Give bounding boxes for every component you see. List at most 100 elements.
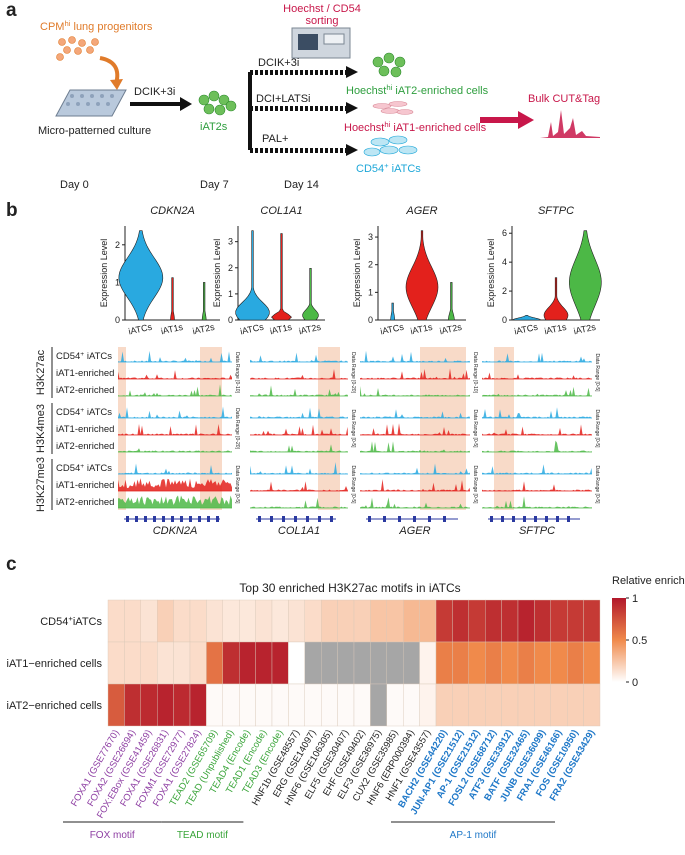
- sample-label: iAT1-enriched: [56, 368, 114, 379]
- gene-title: CDKN2A: [150, 205, 195, 217]
- highlight: [200, 347, 222, 510]
- data-range: Data Range [0-10]: [472, 352, 478, 393]
- heatmap-cell: [124, 641, 142, 685]
- track-signal: [118, 424, 232, 435]
- sample-label-main: iAT1-enriched: [56, 368, 114, 379]
- data-range: Data Range [0-5]: [594, 465, 600, 504]
- sample-label-main: iAT2-enriched: [56, 497, 114, 508]
- heatmap-cell: [288, 641, 305, 685]
- heatmap-cell: [238, 683, 256, 727]
- heatmap-cell: [435, 641, 453, 685]
- heatmap-cell: [550, 683, 568, 727]
- panel-b: CDKN2A Expression Level 0 1 2 iATCs iAT1s iAT2s…: [35, 205, 602, 537]
- track-signal: [250, 407, 348, 418]
- day-label: Day 0: [60, 179, 89, 191]
- x-tick-label: iAT1s: [160, 322, 184, 337]
- exon: [318, 516, 321, 522]
- sample-label: iAT2-enriched: [56, 497, 114, 508]
- sample-label-rest: iATCs: [84, 351, 112, 362]
- heatmap-title: Top 30 enriched H3K27ac motifs in iATCs: [239, 581, 460, 595]
- iat1-enriched-cells: [372, 101, 414, 115]
- population-label-rest: iAT1-enriched cells: [390, 122, 486, 134]
- gene-name: CDKN2A: [153, 525, 198, 537]
- heatmap-cell: [419, 641, 437, 685]
- y-tick-label: 1: [115, 277, 120, 287]
- exon: [567, 516, 570, 522]
- row-label: iAT1−enriched cells: [7, 658, 103, 670]
- group-label: TEAD motif: [177, 830, 228, 841]
- exon: [207, 516, 210, 522]
- heatmap-cell: [288, 599, 305, 643]
- row-label-main: CD54: [40, 616, 68, 628]
- track-signal: [360, 368, 470, 379]
- heatmap-cell: [419, 683, 437, 727]
- sample-label-main: iAT1-enriched: [56, 424, 114, 435]
- gene-name: SFTPC: [519, 525, 555, 537]
- y-tick-label: 1: [368, 287, 373, 297]
- arrow-head: [180, 97, 192, 111]
- sorter: [291, 27, 351, 59]
- heatmap-cell: [107, 683, 125, 727]
- violin: [569, 230, 602, 321]
- colorbar: [612, 598, 626, 682]
- heatmap-cell: [124, 599, 142, 643]
- track-signal: [360, 350, 470, 362]
- heatmap-cell: [337, 683, 355, 727]
- heatmap-cell: [370, 599, 387, 643]
- heatmap-cell: [206, 683, 223, 727]
- violin: [302, 268, 319, 321]
- track-signal: [360, 441, 470, 452]
- exon: [330, 516, 333, 522]
- heatmap-cell: [534, 641, 552, 685]
- sample-label-main: CD54: [56, 463, 80, 474]
- highlight: [318, 347, 340, 510]
- track-signal: [482, 424, 592, 435]
- heatmap-cell: [271, 641, 289, 685]
- plate-wells: [66, 94, 114, 106]
- exon: [545, 516, 548, 522]
- heatmap-cell: [271, 599, 289, 643]
- heatmap-cell: [386, 641, 404, 685]
- sample-label-rest: iATCs: [84, 407, 112, 418]
- arrow-head: [518, 111, 534, 129]
- heatmap-cell: [255, 641, 273, 685]
- heatmap-cell: [238, 599, 256, 643]
- population-label-rest: iATCs: [389, 163, 422, 175]
- heatmap-cell: [517, 641, 535, 685]
- exon: [534, 516, 537, 522]
- group-label: FOX motif: [90, 830, 135, 841]
- heatmap-cell: [222, 599, 240, 643]
- exon: [398, 516, 401, 522]
- heatmap-cell: [583, 641, 601, 685]
- exon: [523, 516, 526, 522]
- panel-label: c: [6, 554, 17, 575]
- heatmap-cell: [353, 599, 371, 643]
- y-axis-title: Expression Level: [212, 239, 222, 308]
- exon: [294, 516, 297, 522]
- day-label: Day 14: [284, 179, 319, 191]
- exon: [126, 516, 129, 522]
- track-signal: [360, 497, 470, 508]
- data-range: Data Range [0-5]: [472, 409, 478, 448]
- heatmap-cell: [189, 683, 207, 727]
- exon: [171, 516, 174, 522]
- track-signal: [118, 384, 232, 396]
- sample-label-main: iAT2-enriched: [56, 441, 114, 452]
- exon: [258, 516, 261, 522]
- violin: [235, 230, 270, 321]
- exon: [512, 516, 515, 522]
- gene-title: COL1A1: [260, 205, 302, 217]
- heatmap-cell: [156, 683, 174, 727]
- mark-label: H3K27ac: [35, 349, 47, 395]
- assay-label: Bulk CUT&Tag: [528, 93, 600, 105]
- legend-title: Relative enrichment: [612, 575, 685, 587]
- exon: [135, 516, 138, 522]
- violin: [170, 277, 175, 321]
- heatmap-cell: [238, 641, 256, 685]
- data-range: Data Range [0-20]: [234, 408, 240, 449]
- exon: [270, 516, 273, 522]
- track-signal: [118, 370, 232, 379]
- track-signal: [250, 385, 348, 396]
- heatmap-cell: [189, 599, 207, 643]
- highlight: [420, 347, 466, 510]
